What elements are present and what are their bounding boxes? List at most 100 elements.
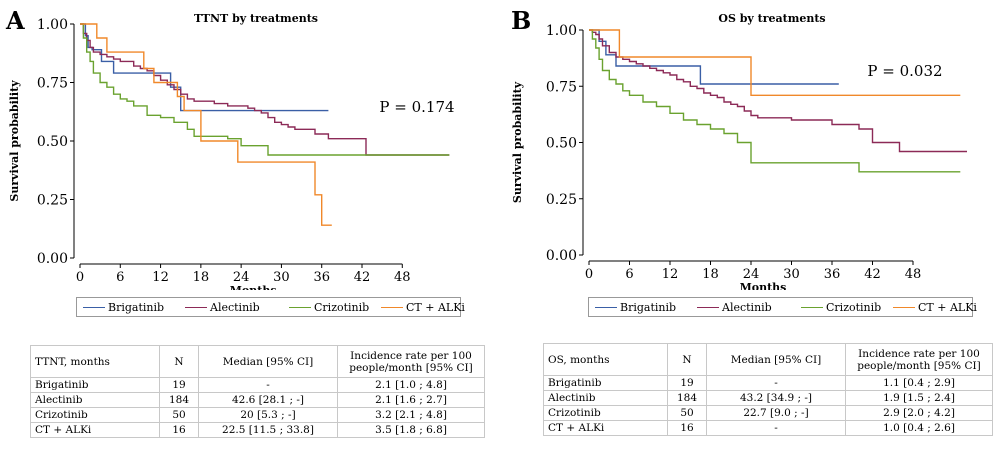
table-header: N — [667, 343, 707, 376]
table-header: OS, months — [543, 343, 668, 376]
y-tick-label: 0.75 — [37, 76, 68, 92]
table-cell: Crizotinib — [30, 407, 160, 423]
y-tick-label: 1.00 — [37, 17, 68, 33]
legend-label: Brigatinib — [108, 301, 165, 314]
table-cell: 16 — [667, 420, 707, 436]
chart-title: TTNT by treatments — [194, 12, 318, 25]
panel-letter: B — [511, 6, 532, 35]
x-tick-label: 36 — [313, 270, 330, 285]
table-row: CT + ALKi 16 22.5 [11.5 ; 33.8] 3.5 [1.8… — [30, 422, 485, 438]
x-tick-label: 24 — [743, 267, 760, 282]
table-cell: 22.5 [11.5 ; 33.8] — [198, 422, 338, 438]
x-tick-label: 6 — [116, 270, 124, 285]
table-cell: 2.1 [1.6 ; 2.7] — [337, 392, 485, 408]
chart-legend: Brigatinib Alectinib Crizotinib CT + ALK… — [76, 297, 465, 317]
x-tick-label: 0 — [76, 270, 84, 285]
x-tick-label: 42 — [864, 267, 881, 282]
table-cell: - — [706, 420, 846, 436]
km-curve-crizotinib — [589, 29, 961, 173]
table-cell: 19 — [667, 375, 707, 391]
stats-table: OS, months N Median [95% CI] Incidence r… — [543, 343, 993, 436]
legend-label: Alectinib — [210, 301, 260, 314]
table-cell: Brigatinib — [543, 375, 668, 391]
table-cell: 2.9 [2.0 ; 4.2] — [845, 405, 993, 421]
legend-item-crizotinib: Crizotinib — [289, 301, 369, 314]
legend-label: Crizotinib — [314, 301, 370, 314]
table-cell: 50 — [667, 405, 707, 421]
km-chart-os: OS by treatments 0.00 0.25 0.50 0.75 1.00 0 6 12… — [511, 12, 967, 290]
x-tick-label: 48 — [905, 267, 922, 282]
km-curve-alectinib — [80, 23, 450, 156]
table-cell: Alectinib — [543, 390, 668, 406]
table-cell: Brigatinib — [30, 377, 160, 393]
x-tick-label: 18 — [702, 267, 719, 282]
table-cell: 19 — [159, 377, 199, 393]
stats-table: TTNT, months N Median [95% CI] Incidence… — [30, 345, 485, 438]
legend-swatch — [893, 306, 915, 308]
panel-letter: A — [6, 6, 25, 35]
x-tick-label: 18 — [193, 270, 210, 285]
y-tick-label: 0.50 — [546, 136, 577, 152]
x-tick-label: 12 — [662, 267, 679, 282]
x-tick-label: 6 — [625, 267, 633, 282]
x-tick-label: 42 — [354, 270, 371, 285]
table-header-row: TTNT, months N Median [95% CI] Incidence… — [30, 345, 485, 378]
chart-legend: Brigatinib Alectinib Crizotinib CT + ALK… — [588, 297, 977, 317]
legend-swatch — [595, 306, 617, 308]
legend-label: Brigatinib — [620, 301, 677, 314]
legend-label: CT + ALKi — [406, 301, 465, 314]
table-header: Median [95% CI] — [198, 345, 338, 378]
table-row: Brigatinib 19 - 1.1 [0.4 ; 2.9] — [543, 375, 993, 391]
y-tick-label: 0.25 — [546, 192, 577, 208]
x-tick-label: 24 — [233, 270, 250, 285]
y-tick-label: 1.00 — [546, 23, 577, 39]
legend-item-brigatinib: Brigatinib — [595, 301, 676, 314]
legend-swatch — [801, 306, 823, 308]
legend-swatch — [289, 306, 311, 308]
table-cell: 184 — [667, 390, 707, 406]
table-row: Alectinib 184 43.2 [34.9 ; -] 1.9 [1.5 ;… — [543, 390, 993, 406]
p-value-annotation: P = 0.032 — [867, 62, 942, 80]
table-row: Crizotinib 50 20 [5.3 ; -] 3.2 [2.1 ; 4.… — [30, 407, 485, 423]
km-chart-ttnt: TTNT by treatments 0.00 0.25 0.50 0.75 1.00 0 6… — [8, 12, 455, 290]
table-cell: 20 [5.3 ; -] — [198, 407, 338, 423]
legend-label: CT + ALKi — [918, 301, 977, 314]
panel-a: A TTNT by treatments 0.00 0.25 0.50 0.75 1.00… — [6, 6, 485, 438]
y-tick-label: 0.25 — [37, 193, 68, 209]
legend-label: Alectinib — [722, 301, 772, 314]
table-row: Brigatinib 19 - 2.1 [1.0 ; 4.8] — [30, 377, 485, 393]
table-cell: 43.2 [34.9 ; -] — [706, 390, 846, 406]
legend-swatch — [185, 306, 207, 308]
table-header: TTNT, months — [30, 345, 160, 378]
p-value-annotation: P = 0.174 — [379, 98, 454, 116]
table-header: Incidence rate per 100 people/month [95%… — [337, 345, 485, 378]
legend-item-brigatinib: Brigatinib — [83, 301, 164, 314]
legend-swatch — [697, 306, 719, 308]
legend-label: Crizotinib — [826, 301, 882, 314]
legend-item-ct-alki: CT + ALKi — [893, 301, 977, 314]
table-cell: Alectinib — [30, 392, 160, 408]
y-tick-label: 0.50 — [37, 134, 68, 150]
table-cell: 184 — [159, 392, 199, 408]
km-curve-alectinib — [589, 29, 967, 153]
x-tick-label: 30 — [273, 270, 290, 285]
x-tick-label: 30 — [783, 267, 800, 282]
chart-title: OS by treatments — [718, 12, 825, 25]
y-tick-label: 0.00 — [546, 248, 577, 264]
table-cell: CT + ALKi — [30, 422, 160, 438]
x-tick-label: 36 — [824, 267, 841, 282]
y-tick-label: 0.00 — [37, 251, 68, 267]
legend-swatch — [83, 306, 105, 308]
legend-item-alectinib: Alectinib — [185, 301, 260, 314]
y-tick-label: 0.75 — [546, 79, 577, 95]
table-cell: 1.9 [1.5 ; 2.4] — [845, 390, 993, 406]
table-cell: - — [198, 377, 338, 393]
x-tick-label: 12 — [152, 270, 169, 285]
legend-item-crizotinib: Crizotinib — [801, 301, 881, 314]
table-cell: - — [706, 375, 846, 391]
table-cell: 1.0 [0.4 ; 2.6] — [845, 420, 993, 436]
table-row: Crizotinib 50 22.7 [9.0 ; -] 2.9 [2.0 ; … — [543, 405, 993, 421]
table-cell: 2.1 [1.0 ; 4.8] — [337, 377, 485, 393]
x-axis-label: Months — [230, 284, 277, 290]
km-curve-ct-alki — [589, 29, 961, 96]
